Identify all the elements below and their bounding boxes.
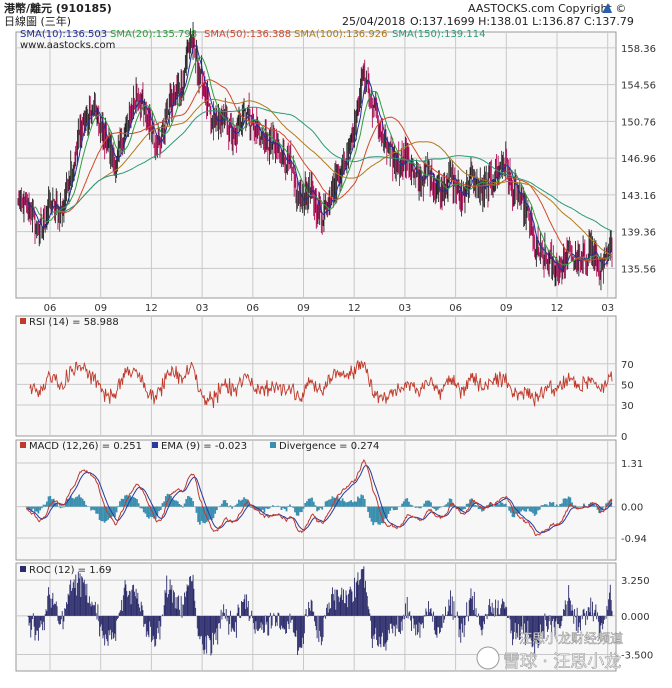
macd-y-tick-label: 0.00 bbox=[621, 503, 643, 514]
rsi-legend: RSI (14) = 58.988 bbox=[20, 317, 119, 328]
chart-subtitle: 日線圖 (三年) bbox=[4, 14, 71, 28]
rsi-legend-swatch bbox=[20, 318, 26, 324]
watermark: 汪思小龙财经频道 雪球 · 汪思小龙 bbox=[476, 632, 623, 672]
source-copyright: AASTOCKS.com Copyright © bbox=[468, 2, 626, 15]
x-tick-label: 12 bbox=[551, 303, 564, 314]
roc-y-tick-label: 3.250 bbox=[621, 576, 650, 587]
site-label: www.aastocks.com bbox=[20, 40, 115, 51]
x-tick-label: 03 bbox=[399, 303, 412, 314]
rsi-legend-entry: RSI (14) = 58.988 bbox=[29, 317, 119, 328]
macd-y-tick-label: 1.31 bbox=[621, 459, 643, 470]
price-y-tick-label: 135.56 bbox=[621, 264, 656, 275]
x-tick-label: 03 bbox=[196, 303, 209, 314]
price-y-tick-label: 150.76 bbox=[621, 117, 656, 128]
sma-10-line bbox=[26, 44, 613, 272]
chart-title: 港幣/離元 (910185) bbox=[4, 1, 112, 15]
rsi-line bbox=[29, 360, 613, 409]
macd-legend-entry: MACD (12,26) = 0.251 bbox=[29, 441, 142, 452]
x-tick-label: 09 bbox=[297, 303, 310, 314]
macd-legend-entry: EMA (9) = -0.023 bbox=[161, 441, 247, 452]
macd-ema-line bbox=[26, 465, 613, 534]
price-y-tick-label: 143.16 bbox=[621, 191, 656, 202]
header-ohlc: O:137.1699 H:138.01 L:136.87 C:137.79 bbox=[410, 15, 634, 28]
x-tick-label: 09 bbox=[500, 303, 513, 314]
sma-legend-entry: SMA(20):135.798 bbox=[110, 29, 197, 40]
rsi-y-tick-label: 30 bbox=[621, 401, 634, 412]
sma-legend-entry: SMA(10):136.503 bbox=[20, 29, 107, 40]
x-tick-label: 06 bbox=[449, 303, 462, 314]
sma-150-line bbox=[51, 106, 613, 232]
macd-legend-swatch bbox=[20, 442, 26, 448]
macd-legend-entry: Divergence = 0.274 bbox=[279, 441, 379, 452]
watermark-text: 雪球 · 汪思小龙 bbox=[503, 652, 621, 672]
macd-panel bbox=[15, 439, 617, 561]
roc-y-tick-label: -3.500 bbox=[621, 650, 653, 661]
rsi-panel bbox=[15, 315, 617, 437]
axis-labels: 06 09 12 03 06 09 12 03 06 09 12 03 158.36 154.56 150.… bbox=[44, 44, 656, 662]
sma-50-line bbox=[51, 79, 613, 262]
x-tick-label: 06 bbox=[246, 303, 259, 314]
grid-lines bbox=[16, 32, 616, 671]
macd-legend-swatch bbox=[270, 442, 276, 448]
price-y-tick-label: 146.96 bbox=[621, 154, 656, 165]
plot-layer bbox=[17, 21, 613, 658]
roc-legend: ROC (12) = 1.69 bbox=[20, 565, 112, 576]
x-tick-label: 12 bbox=[348, 303, 361, 314]
x-tick-label: 03 bbox=[601, 303, 614, 314]
sma-20-line bbox=[34, 56, 613, 266]
rsi-y-tick-label: 70 bbox=[621, 360, 634, 371]
price-panel bbox=[15, 31, 617, 299]
snowball-logo-icon bbox=[476, 646, 500, 670]
x-tick-label: 12 bbox=[145, 303, 158, 314]
aastocks-logo-icon bbox=[602, 3, 612, 13]
watermark-subtitle: 汪思小龙财经频道 bbox=[519, 632, 623, 647]
sma-legend-entry: SMA(100):136.926 bbox=[294, 29, 387, 40]
roc-legend-entry: ROC (12) = 1.69 bbox=[29, 565, 112, 576]
sma-100-line bbox=[51, 98, 613, 256]
price-y-tick-label: 154.56 bbox=[621, 81, 656, 92]
price-y-tick-label: 139.36 bbox=[621, 228, 656, 239]
x-tick-label: 09 bbox=[94, 303, 107, 314]
macd-legend-swatch bbox=[152, 442, 158, 448]
macd-line bbox=[26, 458, 613, 536]
macd-y-tick-label: -0.94 bbox=[621, 534, 647, 545]
x-tick-label: 06 bbox=[44, 303, 57, 314]
price-legend: SMA(10):136.503 SMA(20):135.798 SMA(50):13… bbox=[20, 29, 485, 40]
macd-legend: MACD (12,26) = 0.251 EMA (9) = -0.023 Dive… bbox=[20, 441, 379, 452]
rsi-y-tick-label: 50 bbox=[621, 380, 634, 391]
header-date: 25/04/2018 bbox=[342, 15, 405, 28]
roc-y-tick-label: 0.000 bbox=[621, 612, 650, 623]
rsi-y-tick-label: 0 bbox=[621, 432, 627, 443]
roc-legend-swatch bbox=[20, 566, 26, 572]
price-y-tick-label: 158.36 bbox=[621, 44, 656, 55]
sma-legend-entry: SMA(50):136.388 bbox=[204, 29, 291, 40]
sma-legend-entry: SMA(150):139.114 bbox=[392, 29, 485, 40]
